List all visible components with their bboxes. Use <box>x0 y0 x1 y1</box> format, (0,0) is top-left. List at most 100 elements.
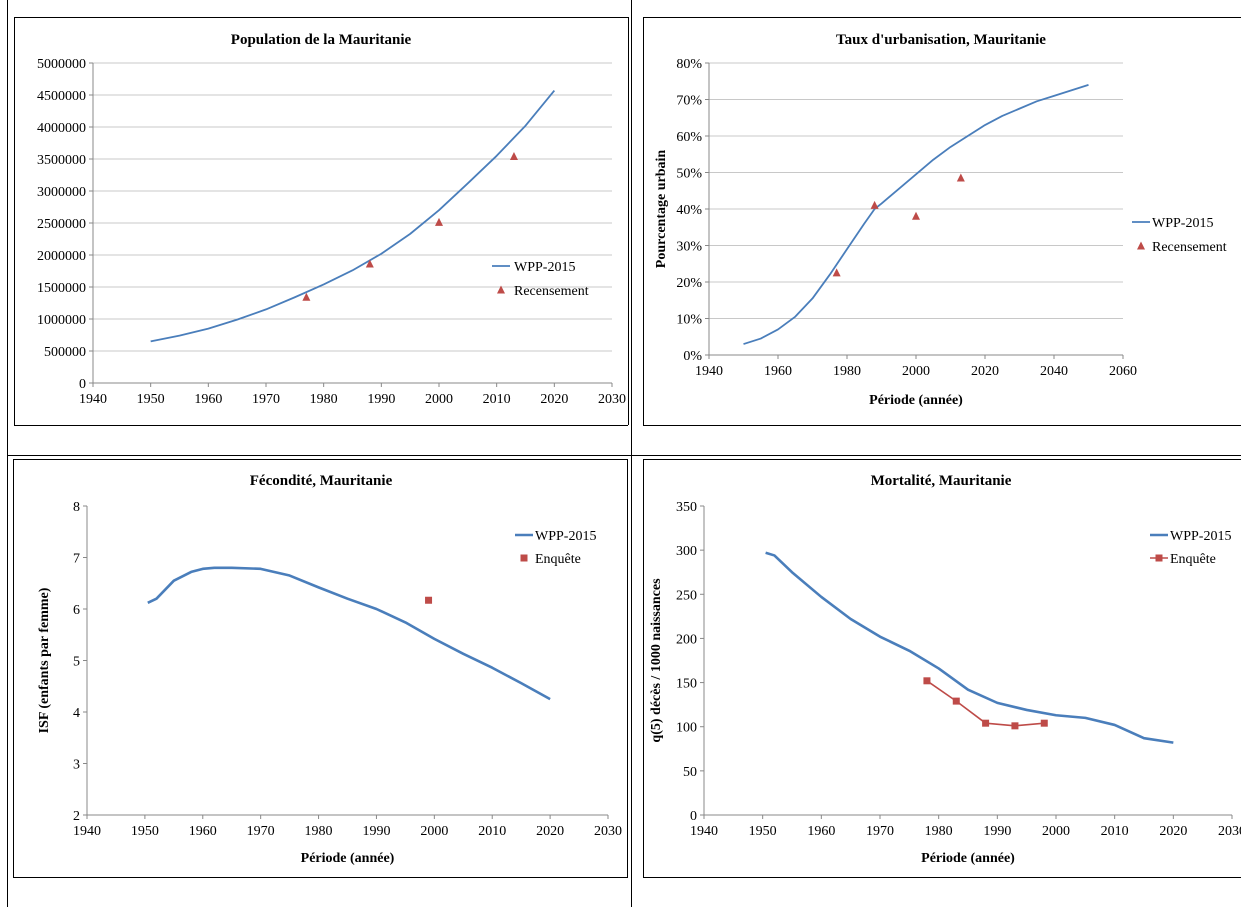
y-tick-label: 3 <box>73 758 80 773</box>
y-tick-label: 4500000 <box>37 89 86 104</box>
x-tick-label: 2030 <box>1218 824 1241 839</box>
x-tick-label: 2040 <box>1040 364 1068 379</box>
x-tick-label: 2030 <box>594 824 622 839</box>
y-tick-label: 3500000 <box>37 153 86 168</box>
x-tick-label: 2010 <box>1101 824 1129 839</box>
data-point-Recensement <box>912 211 920 220</box>
x-tick-label: 1960 <box>764 364 792 379</box>
x-tick-label: 1970 <box>247 824 275 839</box>
chart-frame-bottom-right <box>643 877 1241 878</box>
legend-label: WPP-2015 <box>1170 529 1231 544</box>
chart-frame-top-left <box>14 17 628 18</box>
x-tick-label: 2020 <box>536 824 564 839</box>
data-point-Recensement <box>870 200 879 209</box>
x-tick-label: 2000 <box>420 824 448 839</box>
x-tick-label: 1960 <box>807 824 835 839</box>
legend-swatch <box>1137 241 1145 250</box>
chart-frame-top-right <box>643 425 1241 426</box>
series-line-WPP-2015 <box>147 566 551 701</box>
x-tick-label: 2020 <box>1159 824 1187 839</box>
y-tick-label: 80% <box>676 57 702 72</box>
legend-label: Recensement <box>514 284 589 299</box>
x-tick-label: 2010 <box>483 392 511 407</box>
chart-frame-bottom-right <box>643 459 644 877</box>
y-tick-label: 5 <box>73 655 80 670</box>
legend-label: Enquête <box>535 552 581 567</box>
x-tick-label: 1990 <box>983 824 1011 839</box>
x-tick-label: 2060 <box>1109 364 1137 379</box>
x-tick-label: 1940 <box>695 364 723 379</box>
y-tick-label: 30% <box>676 240 702 255</box>
y-tick-label: 10% <box>676 313 702 328</box>
chart-title: Population de la Mauritanie <box>231 32 412 48</box>
x-tick-label: 2030 <box>598 392 626 407</box>
chart-frame-bottom-left <box>13 459 14 877</box>
data-point-Recensement <box>509 151 518 160</box>
y-tick-label: 40% <box>676 203 702 218</box>
legend-swatch <box>1155 554 1163 562</box>
data-point-Enquête <box>425 596 433 604</box>
chart-frame-top-right <box>643 17 1241 18</box>
y-tick-label: 2500000 <box>37 217 86 232</box>
x-tick-label: 1950 <box>131 824 159 839</box>
x-tick-label: 1990 <box>362 824 390 839</box>
x-tick-label: 1980 <box>833 364 861 379</box>
table-border-left <box>7 0 8 907</box>
y-axis-label: Pourcentage urbain <box>654 150 669 269</box>
y-tick-label: 4000000 <box>37 121 86 136</box>
chart-title: Taux d'urbanisation, Mauritanie <box>836 32 1046 48</box>
x-tick-label: 1990 <box>367 392 395 407</box>
y-tick-label: 300 <box>676 544 697 559</box>
data-point-Enquête <box>952 697 960 705</box>
chart-frame-bottom-left <box>13 877 628 878</box>
x-tick-label: 1940 <box>79 392 107 407</box>
legend-label: WPP-2015 <box>514 260 575 275</box>
x-tick-label: 1970 <box>252 392 280 407</box>
chart-title: Fécondité, Mauritanie <box>250 473 393 489</box>
legend-label: Recensement <box>1152 240 1227 255</box>
x-tick-label: 1960 <box>194 392 222 407</box>
x-tick-label: 1950 <box>137 392 165 407</box>
y-tick-label: 1500000 <box>37 281 86 296</box>
y-tick-label: 70% <box>676 94 702 109</box>
y-tick-label: 60% <box>676 130 702 145</box>
y-tick-label: 0 <box>79 377 86 392</box>
x-tick-label: 1980 <box>305 824 333 839</box>
x-tick-label: 2000 <box>1042 824 1070 839</box>
y-tick-label: 1000000 <box>37 313 86 328</box>
y-tick-label: 150 <box>676 677 697 692</box>
series-line-WPP-2015 <box>150 89 556 343</box>
x-tick-label: 1950 <box>749 824 777 839</box>
legend-label: Enquête <box>1170 552 1216 567</box>
y-tick-label: 8 <box>73 500 80 515</box>
table-border-middle <box>631 0 632 907</box>
y-axis-label: q(5) décès / 1000 naissances <box>649 578 664 743</box>
y-tick-label: 2 <box>73 809 80 824</box>
chart-frame-top-left <box>14 425 628 426</box>
y-tick-label: 0 <box>690 809 697 824</box>
series-line-WPP-2015 <box>765 551 1174 744</box>
data-point-Recensement <box>365 259 374 268</box>
x-tick-label: 1960 <box>189 824 217 839</box>
data-point-Enquête <box>982 719 990 727</box>
y-tick-label: 2000000 <box>37 249 86 264</box>
data-point-Enquête <box>1040 719 1048 727</box>
x-tick-label: 2020 <box>540 392 568 407</box>
y-tick-label: 50% <box>676 167 702 182</box>
y-tick-label: 3000000 <box>37 185 86 200</box>
x-tick-label: 2010 <box>478 824 506 839</box>
legend-label: WPP-2015 <box>1152 216 1213 231</box>
y-tick-label: 7 <box>73 552 80 567</box>
x-axis-label: Période (année) <box>869 393 963 408</box>
y-tick-label: 0% <box>683 349 702 364</box>
series-line-WPP-2015 <box>743 84 1089 345</box>
x-tick-label: 1940 <box>690 824 718 839</box>
y-tick-label: 4 <box>73 706 80 721</box>
legend-swatch <box>520 554 528 562</box>
y-tick-label: 500000 <box>44 345 86 360</box>
y-tick-label: 50 <box>683 765 697 780</box>
y-tick-label: 6 <box>73 603 80 618</box>
data-point-Recensement <box>832 268 841 277</box>
x-tick-label: 2000 <box>425 392 453 407</box>
